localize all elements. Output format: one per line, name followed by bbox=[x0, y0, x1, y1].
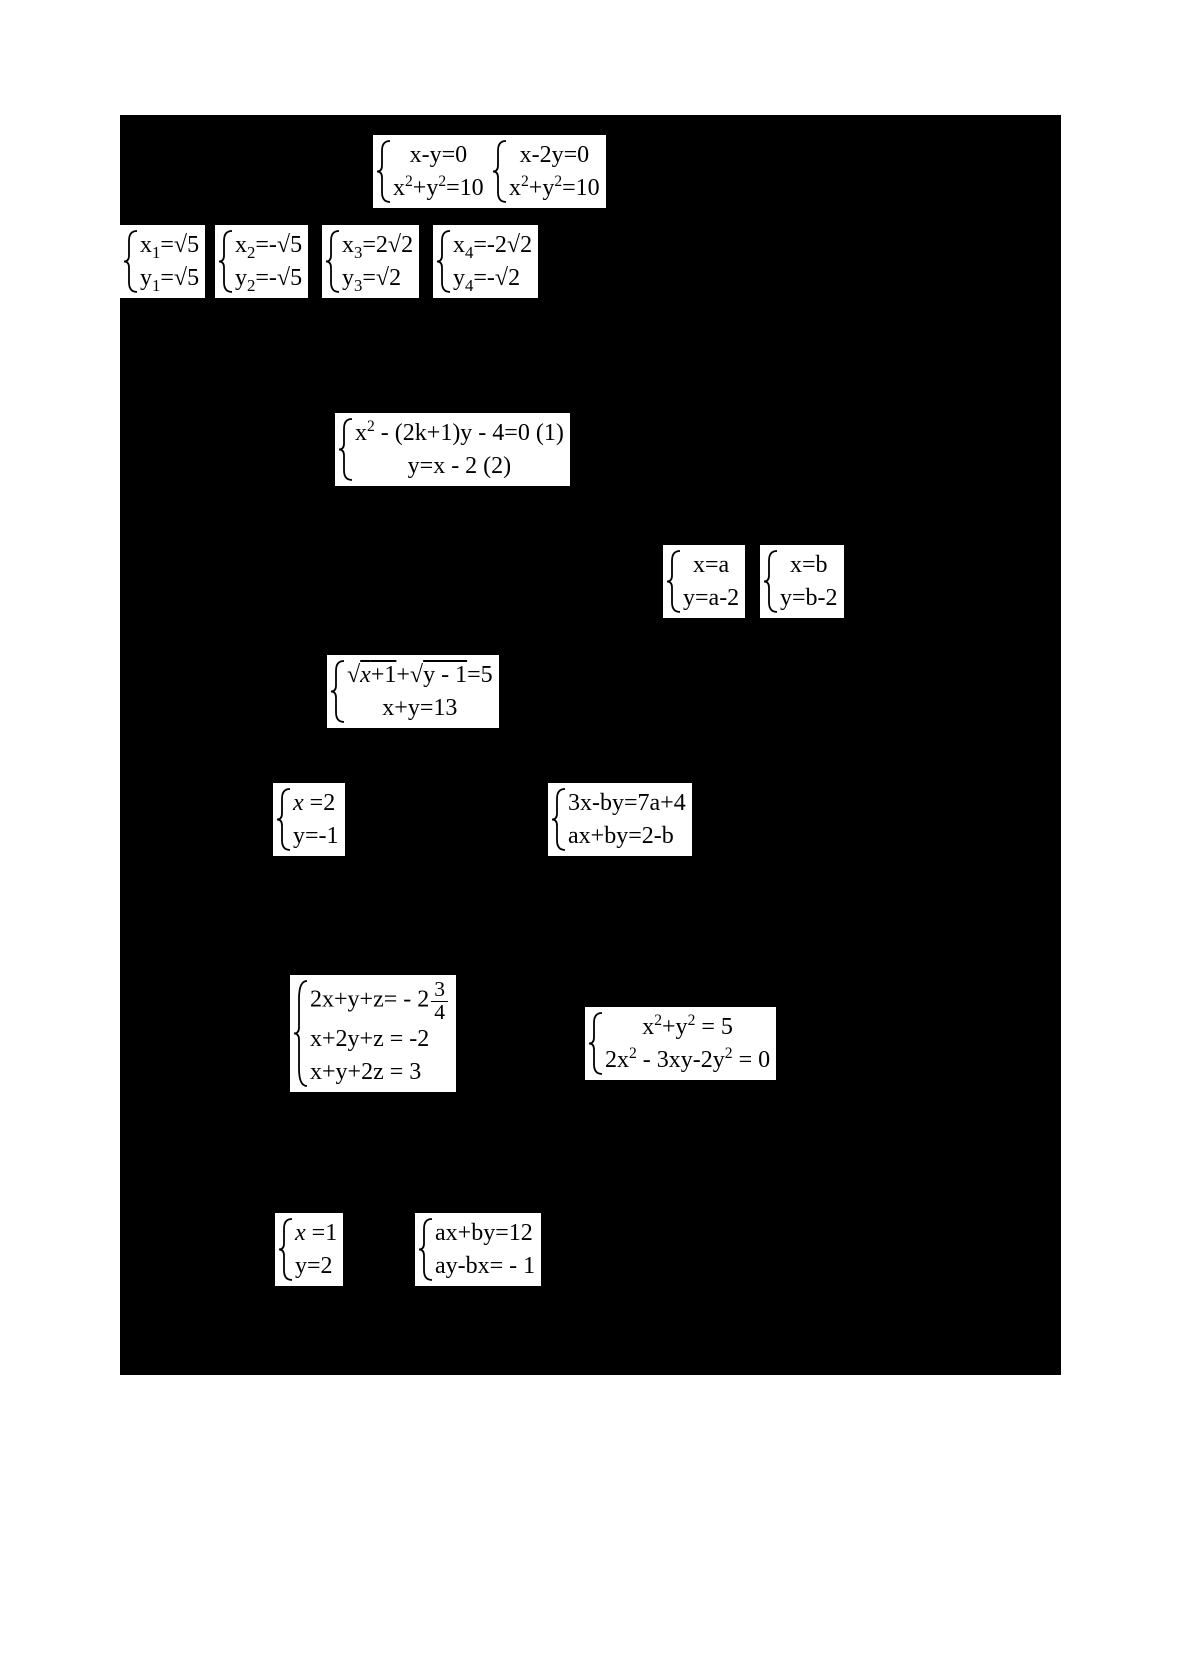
brace-icon bbox=[417, 1217, 435, 1282]
equation-three_sys: 2x+y+z= - 234x+2y+z = -2x+y+2z = 3 bbox=[290, 975, 456, 1092]
equation-row: x+y=13 bbox=[347, 692, 493, 724]
brace-icon bbox=[329, 659, 347, 724]
equation-rows: x-2y=0x2+y2=10 bbox=[509, 139, 600, 204]
equation-top2: x-2y=0x2+y2=10 bbox=[489, 135, 606, 208]
brace-icon bbox=[292, 979, 310, 1088]
equation-rows: x4=-2√2y4=-√2 bbox=[453, 229, 532, 294]
equation-rows: x2 - (2k+1)y - 4=0 (1)y=x - 2 (2) bbox=[355, 417, 564, 482]
brace-icon bbox=[375, 139, 393, 204]
equation-row: ax+by=12 bbox=[435, 1217, 535, 1249]
equation-row: x2=-√5 bbox=[235, 229, 302, 261]
equation-rows: ax+by=12ay-bx= - 1 bbox=[435, 1217, 535, 1282]
brace-icon bbox=[665, 549, 683, 614]
equation-row: y1=√5 bbox=[140, 262, 199, 294]
equation-rows: √x+1+√y - 1=5x+y=13 bbox=[347, 659, 493, 724]
equation-row: x2+y2=10 bbox=[393, 172, 484, 204]
brace-icon bbox=[762, 549, 780, 614]
equation-row: y=a-2 bbox=[683, 582, 739, 614]
equation-x2_y1: x =2y=-1 bbox=[273, 783, 345, 856]
brace-icon bbox=[491, 139, 509, 204]
brace-icon bbox=[277, 1217, 295, 1282]
brace-icon bbox=[337, 417, 355, 482]
equation-row: x-y=0 bbox=[393, 139, 484, 171]
equation-row: x2 - (2k+1)y - 4=0 (1) bbox=[355, 417, 564, 449]
equation-x1_y2: x =1y=2 bbox=[275, 1213, 343, 1286]
equation-rows: x =2y=-1 bbox=[293, 787, 339, 852]
equation-ab1: x=ay=a-2 bbox=[663, 545, 745, 618]
equation-rows: x=by=b-2 bbox=[780, 549, 838, 614]
brace-icon bbox=[324, 229, 342, 294]
equation-k_sys: x2 - (2k+1)y - 4=0 (1)y=x - 2 (2) bbox=[335, 413, 570, 486]
equation-sqrt_sys: √x+1+√y - 1=5x+y=13 bbox=[327, 655, 499, 728]
equation-row: x2+y2 = 5 bbox=[605, 1011, 770, 1043]
equation-top1: x-y=0x2+y2=10 bbox=[373, 135, 490, 208]
page-black-region bbox=[120, 115, 1061, 1375]
equation-row: x3=2√2 bbox=[342, 229, 413, 261]
equation-sol2: x2=-√5y2=-√5 bbox=[215, 225, 308, 298]
equation-rows: x3=2√2y3=√2 bbox=[342, 229, 413, 294]
equation-row: x+2y+z = -2 bbox=[310, 1023, 450, 1055]
equation-row: 2x2 - 3xy-2y2 = 0 bbox=[605, 1044, 770, 1076]
equation-row: ax+by=2-b bbox=[568, 820, 686, 852]
equation-row: y=b-2 bbox=[780, 582, 838, 614]
brace-icon bbox=[275, 787, 293, 852]
equation-row: x+y+2z = 3 bbox=[310, 1056, 450, 1088]
equation-row: x =2 bbox=[293, 787, 339, 819]
brace-icon bbox=[122, 229, 140, 294]
equation-row: x2+y2=10 bbox=[509, 172, 600, 204]
equation-row: 2x+y+z= - 234 bbox=[310, 979, 450, 1023]
equation-by_sys: 3x-by=7a+4ax+by=2-b bbox=[548, 783, 692, 856]
equation-rows: x=ay=a-2 bbox=[683, 549, 739, 614]
brace-icon bbox=[435, 229, 453, 294]
brace-icon bbox=[550, 787, 568, 852]
equation-axby_sys: ax+by=12ay-bx= - 1 bbox=[415, 1213, 541, 1286]
equation-ab2: x=by=b-2 bbox=[760, 545, 844, 618]
equation-row: x=a bbox=[683, 549, 739, 581]
equation-rows: x =1y=2 bbox=[295, 1217, 337, 1282]
equation-rows: 2x+y+z= - 234x+2y+z = -2x+y+2z = 3 bbox=[310, 979, 450, 1088]
equation-sol4: x4=-2√2y4=-√2 bbox=[433, 225, 538, 298]
equation-row: y3=√2 bbox=[342, 262, 413, 294]
equation-sol1: x1=√5y1=√5 bbox=[120, 225, 205, 298]
equation-row: x=b bbox=[780, 549, 838, 581]
brace-icon bbox=[587, 1011, 605, 1076]
equation-quad_sys: x2+y2 = 52x2 - 3xy-2y2 = 0 bbox=[585, 1007, 776, 1080]
equation-row: x-2y=0 bbox=[509, 139, 600, 171]
equation-rows: x2+y2 = 52x2 - 3xy-2y2 = 0 bbox=[605, 1011, 770, 1076]
equation-row: x1=√5 bbox=[140, 229, 199, 261]
equation-row: y4=-√2 bbox=[453, 262, 532, 294]
equation-rows: x2=-√5y2=-√5 bbox=[235, 229, 302, 294]
equation-row: 3x-by=7a+4 bbox=[568, 787, 686, 819]
equation-rows: x1=√5y1=√5 bbox=[140, 229, 199, 294]
equation-row: x4=-2√2 bbox=[453, 229, 532, 261]
equation-row: √x+1+√y - 1=5 bbox=[347, 659, 493, 691]
equation-rows: x-y=0x2+y2=10 bbox=[393, 139, 484, 204]
brace-icon bbox=[217, 229, 235, 294]
equation-rows: 3x-by=7a+4ax+by=2-b bbox=[568, 787, 686, 852]
equation-sol3: x3=2√2y3=√2 bbox=[322, 225, 419, 298]
equation-row: y=-1 bbox=[293, 820, 339, 852]
equation-row: ay-bx= - 1 bbox=[435, 1250, 535, 1282]
equation-row: y=2 bbox=[295, 1250, 337, 1282]
equation-row: y=x - 2 (2) bbox=[355, 450, 564, 482]
equation-row: y2=-√5 bbox=[235, 262, 302, 294]
equation-row: x =1 bbox=[295, 1217, 337, 1249]
